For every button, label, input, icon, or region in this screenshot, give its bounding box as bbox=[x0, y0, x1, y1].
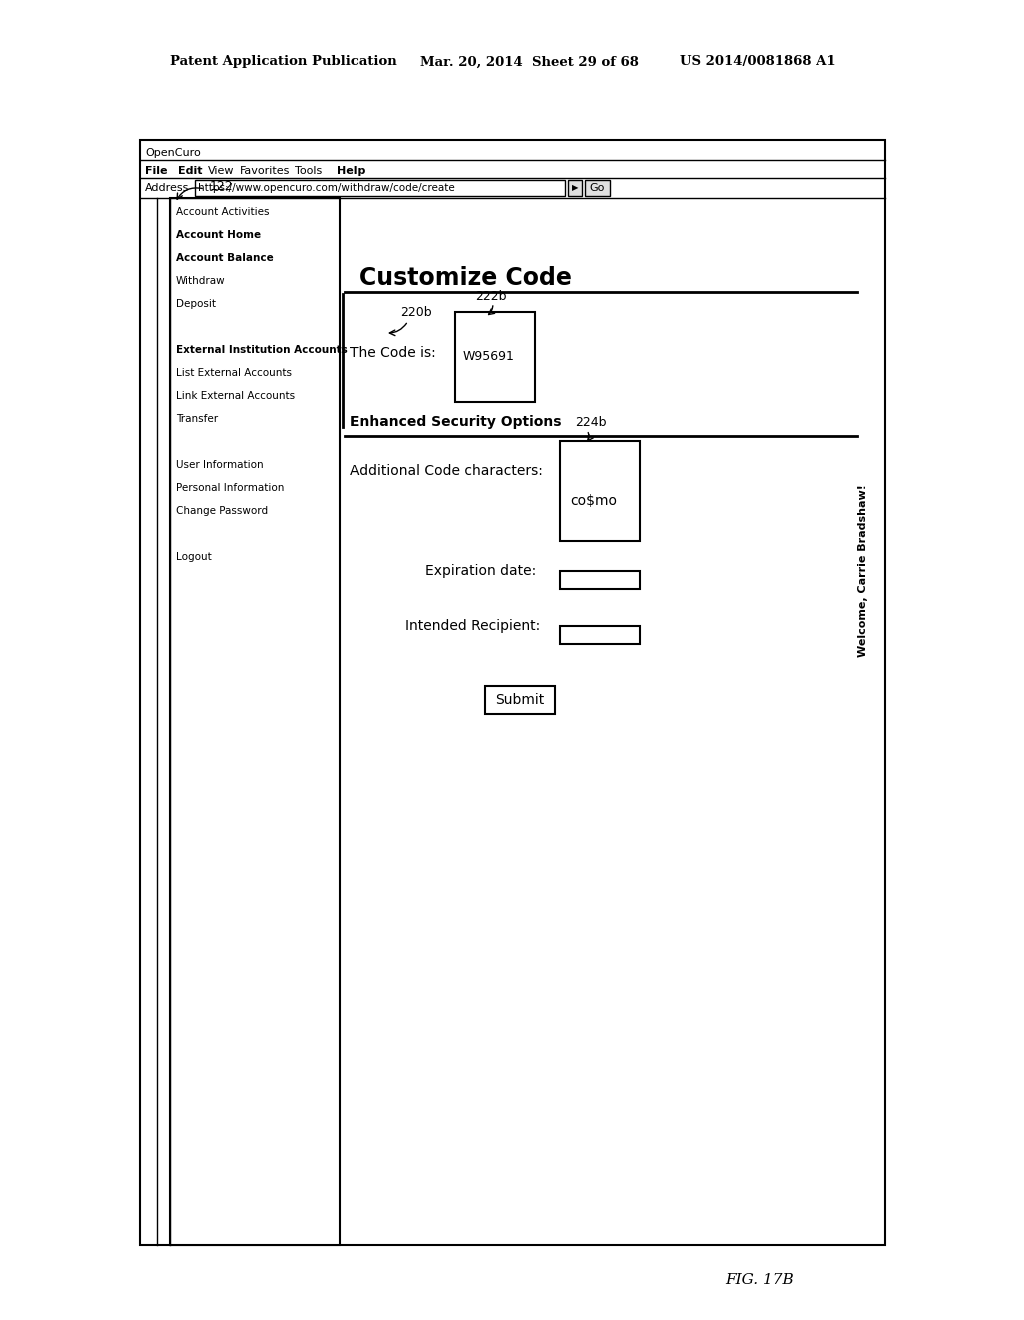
Text: Logout: Logout bbox=[176, 552, 212, 562]
Bar bbox=[195, 180, 565, 195]
Text: Withdraw: Withdraw bbox=[176, 276, 225, 286]
Text: W95691: W95691 bbox=[463, 351, 515, 363]
Text: List External Accounts: List External Accounts bbox=[176, 368, 292, 378]
Text: US 2014/0081868 A1: US 2014/0081868 A1 bbox=[680, 55, 836, 69]
Text: Personal Information: Personal Information bbox=[176, 483, 285, 492]
Bar bbox=[170, 198, 340, 1245]
Text: Go: Go bbox=[590, 183, 605, 193]
Text: Transfer: Transfer bbox=[176, 414, 218, 424]
Text: Expiration date:: Expiration date: bbox=[425, 564, 537, 578]
Text: Submit: Submit bbox=[496, 693, 545, 708]
Text: File: File bbox=[145, 166, 168, 176]
Text: External Institution Accounts: External Institution Accounts bbox=[176, 345, 348, 355]
Text: Mar. 20, 2014  Sheet 29 of 68: Mar. 20, 2014 Sheet 29 of 68 bbox=[420, 55, 639, 69]
Bar bbox=[485, 686, 555, 714]
Text: Link External Accounts: Link External Accounts bbox=[176, 391, 295, 401]
Text: Customize Code: Customize Code bbox=[358, 267, 571, 290]
Text: FIG. 17B: FIG. 17B bbox=[726, 1272, 795, 1287]
Bar bbox=[560, 572, 640, 589]
Text: 224b: 224b bbox=[575, 417, 606, 429]
Text: 220b: 220b bbox=[400, 306, 432, 319]
Text: https://www.opencuro.com/withdraw/code/create: https://www.opencuro.com/withdraw/code/c… bbox=[198, 183, 455, 193]
Text: OpenCuro: OpenCuro bbox=[145, 148, 201, 158]
Text: View: View bbox=[208, 166, 234, 176]
Bar bbox=[560, 626, 640, 644]
Text: Tools: Tools bbox=[295, 166, 323, 176]
Text: Help: Help bbox=[337, 166, 366, 176]
Text: Deposit: Deposit bbox=[176, 300, 216, 309]
Text: Change Password: Change Password bbox=[176, 506, 268, 516]
Text: Account Balance: Account Balance bbox=[176, 253, 273, 263]
Text: ▶: ▶ bbox=[571, 183, 579, 193]
Bar bbox=[585, 180, 610, 195]
Bar bbox=[455, 312, 535, 403]
Bar bbox=[560, 441, 640, 541]
Bar bbox=[568, 180, 582, 195]
Text: Favorites: Favorites bbox=[240, 166, 291, 176]
Text: Address: Address bbox=[145, 183, 189, 193]
Text: 122: 122 bbox=[210, 180, 233, 193]
Text: The Code is:: The Code is: bbox=[350, 346, 436, 360]
Text: Enhanced Security Options: Enhanced Security Options bbox=[350, 414, 561, 429]
Text: Edit: Edit bbox=[178, 166, 203, 176]
Text: Patent Application Publication: Patent Application Publication bbox=[170, 55, 396, 69]
Text: co$mo: co$mo bbox=[570, 494, 617, 508]
Text: Account Home: Account Home bbox=[176, 230, 261, 240]
Text: User Information: User Information bbox=[176, 459, 263, 470]
Text: Welcome, Carrie Bradshaw!: Welcome, Carrie Bradshaw! bbox=[858, 484, 868, 657]
Text: 222b: 222b bbox=[475, 290, 507, 304]
Bar bbox=[140, 140, 885, 1245]
Text: Additional Code characters:: Additional Code characters: bbox=[350, 465, 543, 478]
Text: Intended Recipient:: Intended Recipient: bbox=[406, 619, 541, 634]
Text: Account Activities: Account Activities bbox=[176, 207, 269, 216]
